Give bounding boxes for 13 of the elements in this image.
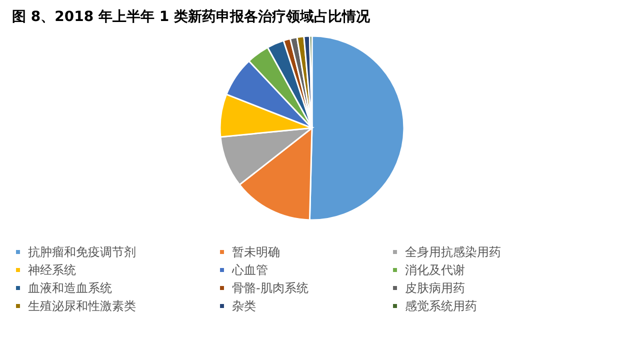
legend-label: 抗肿瘤和免疫调节剂: [28, 245, 136, 259]
legend-label: 皮肤病用药: [405, 281, 465, 295]
legend-label: 心血管: [231, 263, 268, 277]
legend-label: 骨骼-肌肉系统: [232, 281, 308, 295]
chart-title: 图 8、2018 年上半年 1 类新药申报各治疗领域占比情况: [12, 8, 371, 25]
legend-label: 血液和造血系统: [28, 281, 112, 295]
legend-label: 神经系统: [28, 263, 76, 277]
legend-label: 暂未明确: [232, 245, 280, 259]
legend-label: 消化及代谢: [405, 263, 465, 277]
legend-label: 全身用抗感染用药: [405, 245, 501, 259]
legend-label: 生殖泌尿和性激素类: [28, 299, 136, 313]
legend-label: 感觉系统用药: [405, 299, 477, 313]
legend-label: 杂类: [232, 299, 256, 313]
